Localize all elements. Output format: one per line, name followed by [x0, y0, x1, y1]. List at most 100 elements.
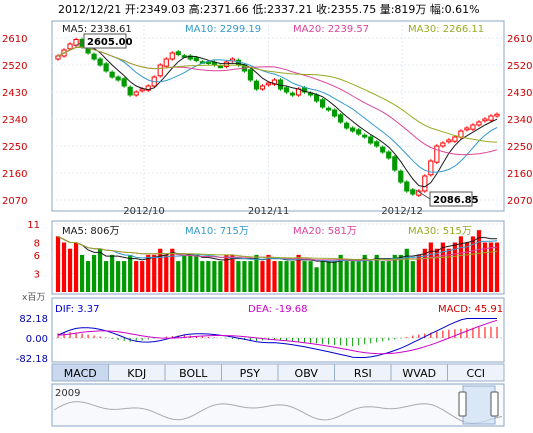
price-candle	[313, 94, 320, 102]
price-tick-left: 2340	[2, 115, 27, 126]
volume-bar	[470, 236, 476, 292]
price-xtick: 2012/11	[248, 206, 290, 217]
volume-bar	[386, 261, 391, 292]
price-candle	[103, 63, 109, 72]
price-tick-left: 2520	[2, 61, 27, 72]
tab-psy[interactable]: PSY	[221, 363, 279, 382]
tab-kdj[interactable]: KDJ	[108, 363, 166, 382]
tab-boll[interactable]: BOLL	[164, 363, 222, 382]
volume-bar	[224, 254, 229, 292]
tab-rsi[interactable]: RSI	[334, 363, 392, 382]
volume-bar	[194, 254, 199, 292]
price-tick-right: 2070	[507, 196, 532, 207]
volume-bar	[458, 236, 464, 292]
tab-macd[interactable]: MACD	[51, 363, 109, 382]
price-candle	[332, 109, 338, 117]
volume-bar	[272, 261, 277, 292]
volume-bar	[110, 254, 115, 292]
navigator-year: 2009	[55, 388, 80, 399]
price-candle	[338, 114, 344, 123]
price-ma5-line	[57, 46, 498, 188]
macd-dif-label: DIF: 3.37	[55, 304, 99, 315]
price-tick-left: 2250	[2, 142, 27, 153]
indicator-tabs: MACD KDJ BOLL PSY OBV RSI WVAD CCI	[51, 363, 505, 382]
price-candle	[175, 51, 181, 55]
price-candle	[464, 127, 470, 131]
price-tick-left: 2070	[2, 196, 27, 207]
price-tick-left: 2430	[2, 88, 27, 99]
volume-bar	[170, 248, 175, 292]
tab-obv[interactable]: OBV	[277, 363, 335, 382]
volume-bar	[55, 236, 61, 292]
volume-bar	[134, 261, 139, 292]
volume-bar	[314, 267, 319, 292]
header-change: 幅:0.61%	[430, 3, 480, 16]
volume-ma10-line	[57, 235, 498, 262]
price-candle	[326, 107, 332, 111]
volume-bar	[176, 261, 181, 292]
volume-ma20-label: MA20: 581万	[293, 226, 357, 237]
volume-bar	[212, 261, 217, 292]
volume-bar	[242, 261, 247, 292]
price-ma5-label: MA5: 2338.61	[62, 24, 132, 35]
navigator-handle-right[interactable]	[490, 391, 499, 417]
price-candle	[434, 145, 440, 163]
high-annotation: 2605.00	[74, 33, 133, 49]
price-ma30-line	[57, 46, 498, 143]
volume-bar	[164, 254, 169, 292]
header-high: 高:2371.66	[189, 2, 249, 16]
volume-bar	[320, 261, 325, 292]
price-candle	[91, 53, 97, 60]
price-tick-right: 2250	[507, 142, 532, 153]
tab-wvad[interactable]: WVAD	[390, 363, 448, 382]
volume-bar	[91, 254, 97, 292]
price-candle	[350, 127, 356, 132]
navigator-handle-left[interactable]	[458, 391, 467, 417]
price-candle	[253, 80, 260, 90]
volume-tick: 11	[27, 220, 40, 231]
price-candle	[398, 170, 404, 183]
price-candle	[488, 115, 494, 121]
price-candle	[446, 139, 452, 143]
macd-unit-label: x百万	[22, 292, 45, 303]
volume-ma5-label: MA5: 806万	[62, 226, 119, 237]
volume-bar	[332, 261, 337, 292]
volume-bar	[362, 254, 367, 292]
volume-bar	[368, 261, 373, 292]
price-candle	[452, 136, 458, 142]
tab-cci[interactable]: CCI	[447, 363, 505, 382]
price-candle	[422, 175, 428, 192]
price-candle	[265, 82, 272, 86]
low-annotation: 2086.85	[415, 189, 479, 207]
volume-ma30-label: MA30: 515万	[408, 226, 472, 237]
volume-tick: 8	[34, 239, 40, 250]
price-candle	[127, 86, 133, 96]
price-candle	[145, 85, 151, 91]
price-candle	[139, 88, 145, 92]
volume-bar	[422, 248, 427, 292]
volume-bar	[104, 261, 109, 292]
tab-label: PSY	[240, 367, 261, 380]
volume-bar	[73, 242, 79, 292]
volume-bar	[440, 242, 445, 292]
volume-bar	[308, 261, 313, 292]
volume-bar	[410, 261, 415, 292]
price-ma10-label: MA10: 2299.19	[185, 24, 261, 35]
volume-bar	[464, 242, 470, 292]
price-candle	[109, 71, 115, 78]
volume-bar	[476, 230, 482, 292]
macd-dea-line	[57, 319, 498, 355]
volume-bar	[128, 254, 133, 292]
volume-bar	[266, 254, 271, 292]
macd-tick: -82.18	[16, 354, 48, 365]
navigator-window[interactable]	[462, 385, 496, 425]
macd-panel-frame	[51, 297, 505, 363]
price-ma20-line	[57, 46, 498, 156]
price-candle	[289, 92, 296, 96]
navigator-overview-line	[53, 401, 503, 424]
price-candle	[319, 99, 326, 108]
volume-bar	[122, 261, 127, 292]
volume-bar	[482, 242, 488, 292]
price-candle	[205, 61, 211, 64]
price-candle	[386, 151, 392, 159]
